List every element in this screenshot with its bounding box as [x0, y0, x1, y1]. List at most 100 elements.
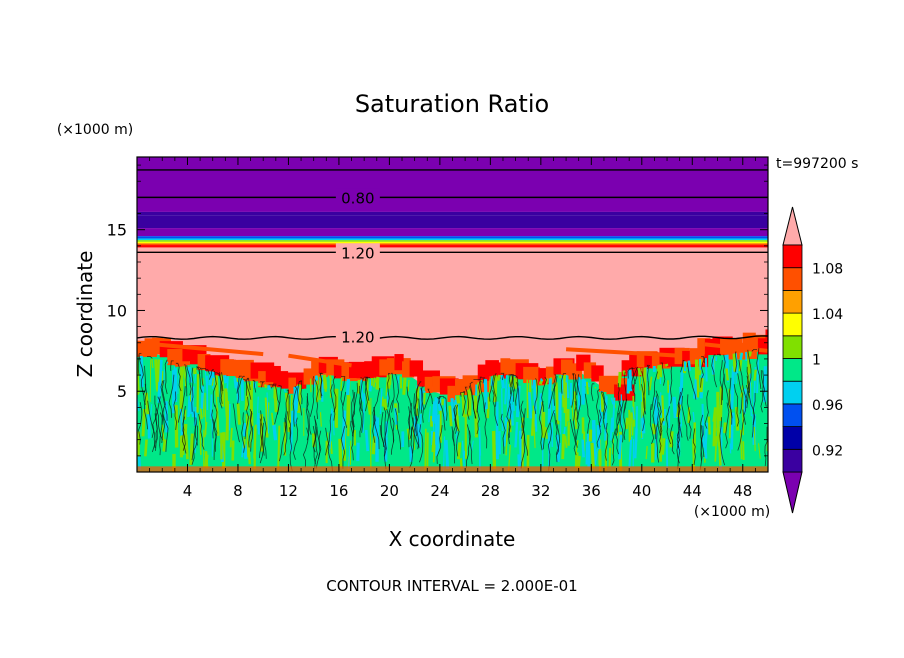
plume-streak: [485, 379, 486, 409]
plot-area: 0.80 1.20 1.20: [136, 157, 790, 472]
colorbar-label: 0.92: [812, 443, 843, 459]
contour-label: 0.80: [341, 189, 374, 207]
plume-streak: [425, 429, 426, 470]
plume-streak: [619, 435, 620, 460]
plume-streak: [732, 366, 734, 409]
field-band: [137, 157, 768, 212]
contour-label: 1.20: [341, 244, 374, 262]
plume-streak: [529, 392, 530, 418]
colorbar-swatch: [783, 381, 802, 404]
colorbar-label: 0.96: [812, 398, 843, 414]
plume-streak: [666, 364, 667, 366]
plume-streak: [563, 434, 564, 459]
plume-streak: [278, 426, 279, 470]
plume-streak: [450, 406, 451, 427]
plume-streak: [191, 434, 192, 465]
colorbar-swatch: [783, 449, 802, 472]
colorbar-swatch: [783, 313, 802, 336]
plume-streak: [458, 442, 459, 459]
plume-streak: [509, 384, 510, 417]
plume-streak: [576, 452, 577, 468]
colorbar-label: 1: [812, 353, 821, 369]
colorbar-label: 1.08: [812, 262, 843, 278]
plume-streak: [689, 361, 690, 371]
plume-streak: [442, 399, 443, 405]
field-band: [137, 242, 768, 244]
x-tick-label: 40: [632, 482, 651, 500]
plume-streak: [464, 451, 465, 468]
plume-streak: [377, 377, 378, 390]
colorbar-extend-top: [783, 207, 802, 245]
plume-streak: [341, 378, 342, 391]
plume-streak: [727, 368, 728, 380]
plume-streak: [662, 438, 664, 454]
colorbar-swatch: [783, 427, 802, 450]
plume-streak: [366, 430, 368, 451]
plume-streak: [549, 378, 550, 423]
plume-streak: [424, 391, 425, 393]
field-band: [137, 228, 768, 236]
plume-streak: [561, 411, 562, 435]
x-unit-label: (×1000 m): [694, 504, 770, 520]
colorbar-extend-bottom: [783, 472, 802, 513]
y-tick-label: 10: [107, 301, 127, 320]
plume-streak: [754, 427, 755, 451]
field-band: [137, 236, 768, 238]
plume-streak: [227, 401, 228, 440]
plume-streak: [149, 412, 150, 439]
plume-streak: [408, 380, 409, 392]
plume-streak: [706, 358, 707, 382]
plume-streak: [714, 407, 716, 446]
y-axis-label: Z coordinate: [73, 251, 97, 378]
plume-streak: [213, 372, 214, 378]
plume-streak: [626, 418, 627, 429]
colorbar-swatch: [783, 245, 802, 268]
plume-streak: [336, 389, 337, 428]
chart-title: Saturation Ratio: [355, 90, 549, 118]
plume-streak: [167, 362, 168, 364]
plume-streak: [588, 383, 589, 387]
plume-streak: [340, 439, 341, 468]
plume-streak: [587, 442, 588, 465]
plume-streak: [619, 372, 620, 387]
field-band: [137, 240, 768, 242]
plume-streak: [754, 370, 755, 381]
plume-streak: [433, 432, 435, 452]
plume-streak: [274, 425, 276, 440]
colorbar-swatch: [783, 336, 802, 359]
plume-streak: [145, 440, 146, 457]
x-tick-label: 48: [733, 482, 752, 500]
plume-streak: [374, 378, 375, 388]
plume-streak: [583, 440, 584, 458]
x-axis-label: X coordinate: [389, 527, 516, 551]
x-tick-label: 4: [183, 482, 193, 500]
colorbar-swatch: [783, 404, 802, 427]
field-band: [137, 243, 768, 245]
plume-streak: [316, 376, 317, 381]
plume-streak: [709, 417, 710, 435]
plume-streak: [494, 431, 495, 469]
x-tick-label: 24: [430, 482, 449, 500]
plume-streak: [202, 385, 203, 408]
plume-streak: [515, 378, 517, 389]
plume-streak: [560, 375, 561, 378]
plume-streak: [636, 406, 637, 441]
field-band: [137, 212, 768, 215]
plume-streak: [700, 359, 701, 370]
contour-label: 1.20: [341, 328, 374, 346]
plume-streak: [750, 351, 751, 356]
plume-streak: [244, 423, 245, 436]
plume-streak: [348, 379, 349, 395]
plume-streak: [512, 405, 513, 426]
x-tick-label: 12: [279, 482, 298, 500]
plume-streak: [424, 392, 425, 404]
plume-streak: [457, 396, 458, 404]
plume-streak: [404, 378, 405, 395]
plume-streak: [725, 422, 726, 433]
x-tick-label: 36: [582, 482, 601, 500]
plume-streak: [674, 397, 676, 418]
plume-streak: [592, 443, 593, 469]
plume-streak: [368, 400, 370, 414]
plume-streak: [605, 396, 606, 440]
